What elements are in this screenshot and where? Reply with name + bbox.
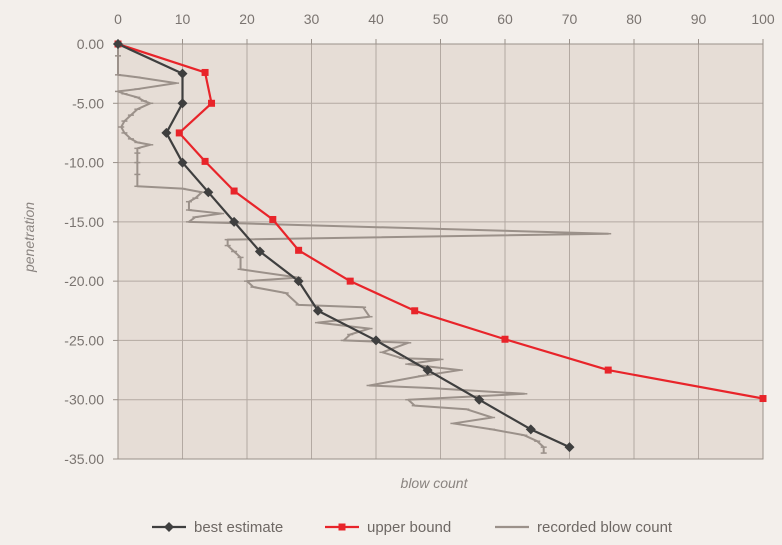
x-tick-label: 20 xyxy=(239,11,255,27)
data-point-best-estimate xyxy=(293,276,304,287)
x-tick-label: 60 xyxy=(497,11,513,27)
y-tick-label: -20.00 xyxy=(64,273,104,289)
axes: 0 10 20 30 40 50 60 70 80 90 100 0.00 -5.00 -10.00 -15… xyxy=(64,11,775,467)
data-point-upper-bound xyxy=(295,246,303,254)
data-point-upper-bound xyxy=(759,395,767,403)
data-point-best-estimate xyxy=(177,157,188,168)
data-point-best-estimate xyxy=(474,394,485,405)
data-point-best-estimate xyxy=(229,216,240,227)
x-axis-title: blow count xyxy=(401,475,469,491)
legend-label-recorded-blow-count: recorded blow count xyxy=(537,519,673,536)
y-tick-label: -30.00 xyxy=(64,392,104,408)
data-point-best-estimate xyxy=(422,365,433,376)
data-point-best-estimate xyxy=(177,98,188,109)
data-point-upper-bound xyxy=(411,307,419,315)
x-tick-label: 10 xyxy=(175,11,191,27)
data-point-best-estimate xyxy=(113,39,123,49)
data-point-best-estimate xyxy=(254,246,265,257)
x-tick-label: 40 xyxy=(368,11,384,27)
legend-label-upper-bound: upper bound xyxy=(367,519,451,536)
data-point-best-estimate xyxy=(161,127,172,138)
y-tick-label: -10.00 xyxy=(64,155,104,171)
data-point-best-estimate xyxy=(203,187,214,198)
x-tick-label: 70 xyxy=(562,11,578,27)
legend: best estimate upper bound recorded blow co… xyxy=(152,519,673,536)
data-point-upper-bound xyxy=(201,68,209,76)
y-tick-label: 0.00 xyxy=(77,36,104,52)
data-point-best-estimate xyxy=(525,424,536,435)
legend-marker-best-estimate xyxy=(164,522,174,532)
legend-marker-upper-bound xyxy=(338,523,346,531)
y-tick-label: -25.00 xyxy=(64,332,104,348)
x-tick-label: 90 xyxy=(691,11,707,27)
plot-area-border xyxy=(117,43,764,460)
legend-label-best-estimate: best estimate xyxy=(194,519,283,536)
x-tick-label: 100 xyxy=(751,11,775,27)
data-point-upper-bound xyxy=(230,187,238,195)
y-tick-label: -5.00 xyxy=(72,95,104,111)
data-point-upper-bound xyxy=(346,277,354,285)
data-point-upper-bound xyxy=(208,99,216,107)
x-tick-label: 30 xyxy=(304,11,320,27)
data-point-upper-bound xyxy=(604,366,612,374)
data-markers xyxy=(113,39,767,454)
data-point-upper-bound xyxy=(269,215,277,223)
data-point-upper-bound xyxy=(201,157,209,165)
x-tick-label: 0 xyxy=(114,11,122,27)
y-axis-title: penetration xyxy=(21,202,37,273)
data-point-best-estimate xyxy=(371,335,381,346)
y-tick-label: -35.00 xyxy=(64,451,104,467)
data-point-best-estimate xyxy=(312,305,323,316)
data-point-upper-bound xyxy=(501,335,509,343)
y-tick-label: -15.00 xyxy=(64,214,104,230)
data-point-upper-bound xyxy=(175,129,183,137)
x-tick-label: 50 xyxy=(433,11,449,27)
x-tick-label: 80 xyxy=(626,11,642,27)
data-point-best-estimate xyxy=(564,442,575,453)
data-point-best-estimate xyxy=(177,68,188,79)
